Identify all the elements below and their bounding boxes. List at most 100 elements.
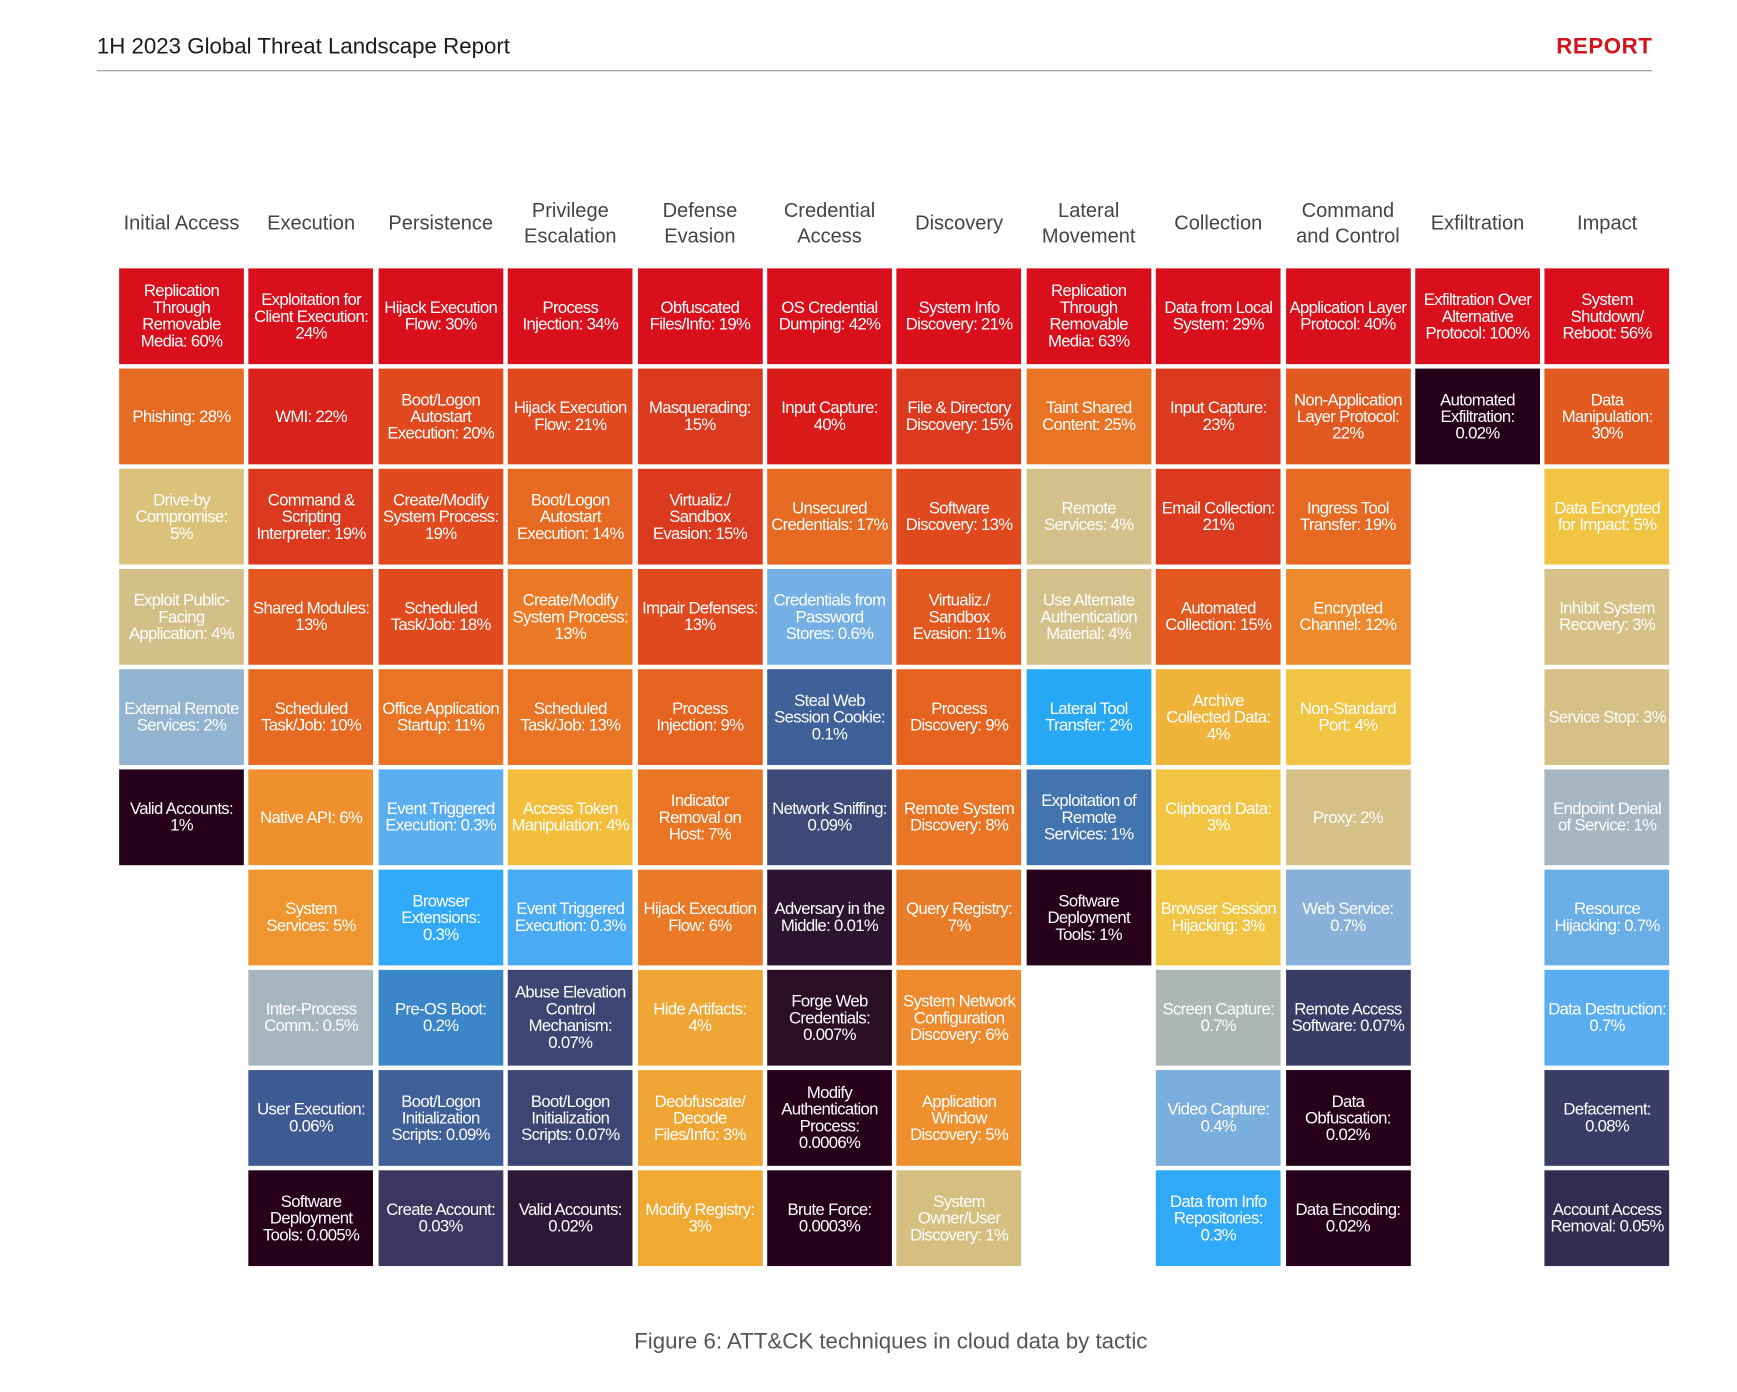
technique-cell: Create Account: 0.03% <box>378 1170 504 1267</box>
tactic-column: Lateral Movement Replication Through Remo… <box>1026 178 1152 1266</box>
technique-cell: Native API: 6% <box>248 769 374 866</box>
technique-cell: Modify Authentication Process: 0.0006% <box>767 1070 892 1166</box>
technique-cell: Event Triggered Execution: 0.3% <box>378 769 504 866</box>
technique-cell: Web Service: 0.7% <box>1285 869 1411 966</box>
technique-cell: Software Discovery: 13% <box>896 468 1022 565</box>
technique-cell: Hijack Execution Flow: 6% <box>637 869 763 966</box>
technique-cell: Input Capture: 23% <box>1155 368 1281 465</box>
technique-cell: Browser Extensions: 0.3% <box>378 869 504 966</box>
technique-cell: Event Triggered Execution: 0.3% <box>507 869 633 966</box>
technique-cell: Service Stop: 3% <box>1544 669 1670 765</box>
figure-caption: Figure 6: ATT&CK techniques in cloud dat… <box>634 1329 1148 1355</box>
tactic-header: Initial Access <box>123 211 240 234</box>
technique-cell: Endpoint Denial of Service: 1% <box>1544 769 1670 866</box>
technique-cell: Remote Access Software: 0.07% <box>1285 969 1411 1066</box>
tactic-column: Defense Evasion Obfuscated Files/Info: 19… <box>637 178 763 1267</box>
technique-cell: Application Layer Protocol: 40% <box>1285 268 1411 365</box>
technique-cell: Exfiltration Over Alternative Protocol: … <box>1415 268 1540 365</box>
technique-cell: Hijack Execution Flow: 30% <box>378 268 504 365</box>
technique-cell: Forge Web Credentials: 0.007% <box>767 969 892 1066</box>
technique-cell: Valid Accounts: 1% <box>119 769 244 866</box>
technique-cell: Create/Modify System Process: 19% <box>378 468 504 565</box>
technique-cell: Exploit Public-Facing Application: 4% <box>119 568 244 665</box>
tactic-header: Execution <box>267 211 356 234</box>
tactic-header: Command and Control <box>1296 198 1400 247</box>
technique-cell: Taint Shared Content: 25% <box>1026 368 1152 465</box>
technique-cell: Virtualiz./ Sandbox Evasion: 15% <box>637 468 763 565</box>
technique-cell: System Info Discovery: 21% <box>896 268 1022 365</box>
technique-cell: Phishing: 28% <box>119 368 244 465</box>
technique-cell: Office Application Startup: 11% <box>378 669 504 765</box>
technique-cell: Valid Accounts: 0.02% <box>507 1170 633 1267</box>
tactic-header: Defense Evasion <box>662 198 738 247</box>
technique-cell: Inhibit System Recovery: 3% <box>1544 568 1670 665</box>
tactic-column: Credential Access OS Credential Dumping: … <box>767 178 892 1267</box>
tactic-column: Persistence Hijack Execution Flow: 30% Boo… <box>378 178 504 1267</box>
tactic-column: Collection Data from Local System: 29% Inp… <box>1155 178 1281 1267</box>
technique-cell: System Network Configuration Discovery: … <box>896 969 1022 1066</box>
technique-cell: Input Capture: 40% <box>767 368 892 465</box>
technique-cell: Access Token Manipulation: 4% <box>507 769 633 866</box>
report-tag: REPORT <box>1556 34 1653 60</box>
tactic-header: Impact <box>1577 211 1638 234</box>
technique-cell: Adversary in the Middle: 0.01% <box>767 869 892 966</box>
tactic-header: Exfiltration <box>1430 211 1525 234</box>
tactic-header: Persistence <box>388 211 494 234</box>
technique-cell: File & Directory Discovery: 15% <box>896 368 1022 465</box>
technique-cell: Create/Modify System Process: 13% <box>507 568 633 665</box>
technique-cell: Command & Scripting Interpreter: 19% <box>248 468 374 565</box>
technique-cell: Remote System Discovery: 8% <box>896 769 1022 866</box>
technique-cell: Network Sniffing: 0.09% <box>767 769 892 866</box>
technique-cell: Data from Info Repositories: 0.3% <box>1155 1170 1281 1267</box>
technique-cell: Lateral Tool Transfer: 2% <box>1026 669 1152 765</box>
technique-cell: Application Window Discovery: 5% <box>896 1070 1022 1166</box>
technique-cell: Boot/Logon Initialization Scripts: 0.07% <box>507 1070 633 1166</box>
technique-cell: Defacement: 0.08% <box>1544 1070 1670 1166</box>
tactic-header: Credential Access <box>783 198 876 247</box>
technique-cell: Remote Services: 4% <box>1026 468 1152 565</box>
technique-cell: Hijack Execution Flow: 21% <box>507 368 633 465</box>
technique-cell: OS Credential Dumping: 42% <box>767 268 892 365</box>
technique-cell: Inter-Process Comm.: 0.5% <box>248 969 374 1066</box>
technique-cell: Account Access Removal: 0.05% <box>1544 1170 1670 1267</box>
technique-cell: Exploitation of Remote Services: 1% <box>1026 769 1152 866</box>
technique-cell: Replication Through Removable Media: 63% <box>1026 268 1152 365</box>
technique-cell: Steal Web Session Cookie: 0.1% <box>767 669 892 765</box>
tactic-column: Execution Exploitation for Client Executi… <box>248 178 374 1267</box>
technique-cell: Query Registry: 7% <box>896 869 1022 966</box>
technique-cell: Scheduled Task/Job: 13% <box>507 669 633 765</box>
tactic-column: Initial Access Replication Through Remova… <box>119 178 244 1266</box>
technique-cell: Process Injection: 34% <box>507 268 633 365</box>
technique-cell: Video Capture: 0.4% <box>1155 1070 1281 1166</box>
technique-cell: Replication Through Removable Media: 60% <box>119 268 244 365</box>
technique-cell: Boot/Logon Autostart Execution: 14% <box>507 468 633 565</box>
technique-cell: Scheduled Task/Job: 10% <box>248 669 374 765</box>
technique-cell: Resource Hijacking: 0.7% <box>1544 869 1670 966</box>
technique-cell: WMI: 22% <box>248 368 374 465</box>
technique-cell: User Execution: 0.06% <box>248 1070 374 1166</box>
technique-cell: Browser Session Hijacking: 3% <box>1155 869 1281 966</box>
technique-cell: Process Injection: 9% <box>637 669 763 765</box>
technique-cell: System Shutdown/ Reboot: 56% <box>1544 268 1670 365</box>
header-divider <box>96 70 1653 72</box>
technique-cell: Abuse Elevation Control Mechanism: 0.07% <box>507 969 633 1066</box>
report-title: 1H 2023 Global Threat Landscape Report <box>96 34 510 60</box>
technique-cell: Software Deployment Tools: 0.005% <box>248 1170 374 1267</box>
technique-cell: Drive-by Compromise: 5% <box>119 468 244 565</box>
technique-cell: Email Collection: 21% <box>1155 468 1281 565</box>
attack-matrix: Initial Access Replication Through Remova… <box>119 178 1670 1267</box>
tactic-header: Privilege Escalation <box>524 198 617 247</box>
tactic-column: Exfiltration Exfiltration Over Alternativ… <box>1415 178 1540 1266</box>
technique-cell: Use Alternate Authentication Material: 4… <box>1026 568 1152 665</box>
tactic-column: Privilege Escalation Process Injection: 3… <box>507 178 633 1267</box>
technique-cell: Data Encrypted for Impact: 5% <box>1544 468 1670 565</box>
technique-cell: Boot/Logon Autostart Execution: 20% <box>378 368 504 465</box>
tactic-column: Discovery System Info Discovery: 21% File … <box>896 178 1022 1267</box>
technique-cell: Brute Force: 0.0003% <box>767 1170 892 1267</box>
technique-cell: Non-Application Layer Protocol: 22% <box>1285 368 1411 465</box>
technique-cell: Software Deployment Tools: 1% <box>1026 869 1152 966</box>
technique-cell: Automated Collection: 15% <box>1155 568 1281 665</box>
technique-cell: Impair Defenses: 13% <box>637 568 763 665</box>
technique-cell: Ingress Tool Transfer: 19% <box>1285 468 1411 565</box>
